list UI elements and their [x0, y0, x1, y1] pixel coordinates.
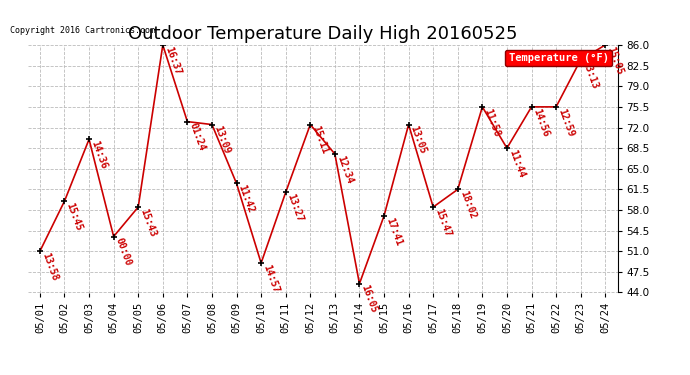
Text: 11:58: 11:58 [482, 107, 502, 138]
Text: 14:57: 14:57 [261, 263, 281, 294]
Text: 13:05: 13:05 [408, 124, 428, 156]
Text: 15:45: 15:45 [64, 201, 84, 232]
Text: 11:42: 11:42 [237, 183, 256, 214]
Text: 16:37: 16:37 [163, 45, 182, 76]
Text: 18:02: 18:02 [457, 189, 477, 220]
Legend: Temperature (°F): Temperature (°F) [505, 50, 612, 66]
Text: 12:59: 12:59 [556, 107, 575, 138]
Text: 15:05: 15:05 [605, 45, 624, 76]
Text: 13:09: 13:09 [212, 124, 231, 156]
Text: 13:27: 13:27 [286, 192, 305, 224]
Text: 14:56: 14:56 [531, 107, 551, 138]
Text: 16:05: 16:05 [359, 284, 379, 315]
Text: 00:00: 00:00 [114, 237, 133, 267]
Text: 01:24: 01:24 [188, 122, 207, 153]
Text: 13:58: 13:58 [40, 251, 59, 282]
Text: 12:34: 12:34 [335, 154, 354, 185]
Text: 13:13: 13:13 [581, 60, 600, 91]
Title: Outdoor Temperature Daily High 20160525: Outdoor Temperature Daily High 20160525 [128, 26, 518, 44]
Text: 11:44: 11:44 [507, 148, 526, 179]
Text: 15:47: 15:47 [433, 207, 453, 238]
Text: 14:36: 14:36 [89, 139, 108, 170]
Text: 15:11: 15:11 [310, 124, 330, 156]
Text: Copyright 2016 Cartronics.com: Copyright 2016 Cartronics.com [10, 26, 155, 35]
Text: 17:41: 17:41 [384, 216, 404, 247]
Text: 15:43: 15:43 [138, 207, 157, 238]
